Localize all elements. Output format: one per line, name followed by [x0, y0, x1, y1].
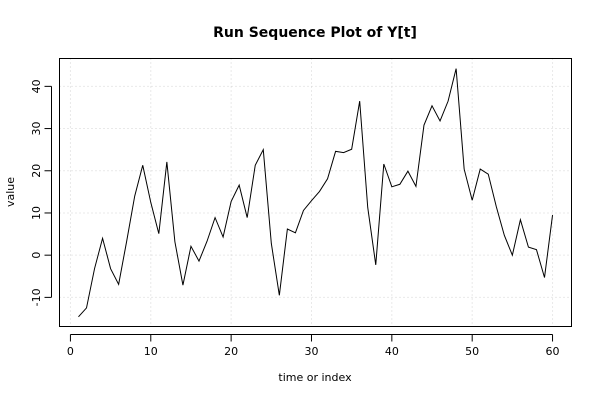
x-tick-label: 0 [67, 345, 74, 358]
series-line [78, 68, 554, 318]
chart-title: Run Sequence Plot of Y[t] [213, 25, 417, 41]
x-axis-label: time or index [278, 371, 352, 384]
grid-lines [59, 58, 572, 327]
y-tick-label: -10 [30, 288, 43, 306]
x-tick-label: 40 [385, 345, 399, 358]
x-tick-label: 50 [465, 345, 479, 358]
x-tick-label: 10 [144, 345, 158, 358]
x-tick-label: 20 [224, 345, 238, 358]
y-tick-label: 0 [30, 252, 43, 259]
y-axis-label: value [4, 177, 17, 207]
y-tick-label: 30 [30, 122, 43, 136]
plot-frame [59, 58, 572, 327]
x-tick-label: 60 [546, 345, 560, 358]
y-tick-label: 10 [30, 206, 43, 220]
y-tick-label: 40 [30, 79, 43, 93]
series-layer [78, 68, 554, 318]
x-tick-label: 30 [304, 345, 318, 358]
axes: 0 10 20 30 40 50 60 -10 0 10 20 30 40 [30, 79, 560, 358]
y-tick-label: 20 [30, 164, 43, 178]
